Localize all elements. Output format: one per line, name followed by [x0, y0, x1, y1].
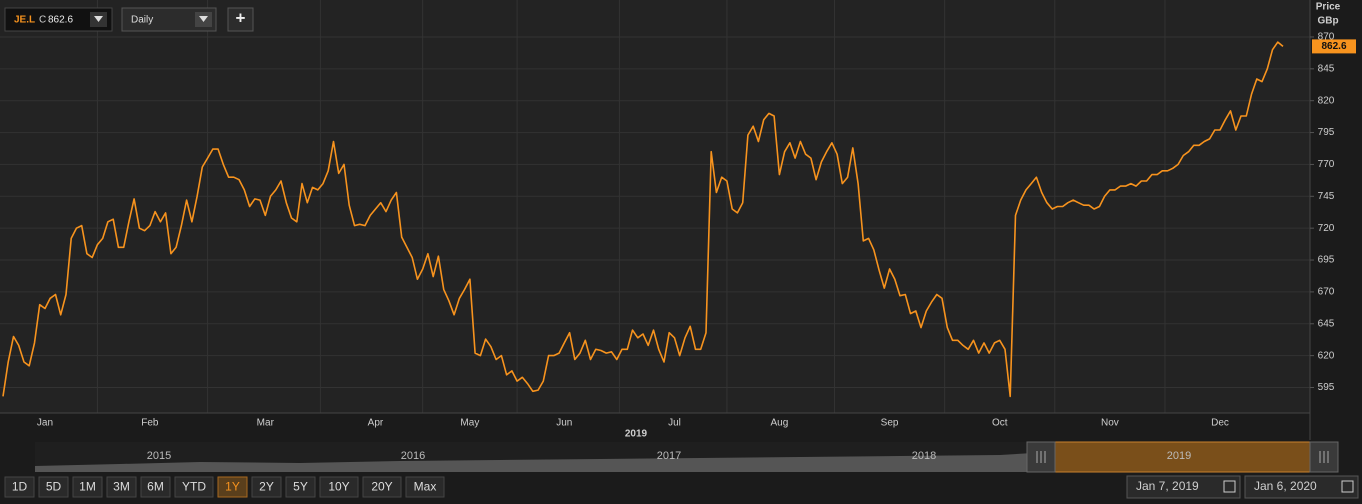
button-label: 10Y — [328, 480, 349, 494]
add-button[interactable]: + — [227, 7, 254, 32]
x-tick-label: Apr — [368, 418, 384, 429]
dropdown-box — [4, 7, 113, 32]
navigator-history — [35, 446, 1323, 472]
button-box — [174, 476, 214, 498]
button-box — [405, 476, 445, 498]
x-tick-label: Jan — [37, 418, 53, 429]
button-label: 5Y — [293, 480, 308, 494]
x-tick-label: Jun — [556, 418, 572, 429]
y-tick-label: 845 — [1318, 63, 1335, 74]
navigator-year: 2016 — [401, 450, 425, 462]
range-button[interactable]: 1Y — [217, 476, 248, 498]
range-button[interactable]: 6M — [140, 476, 171, 498]
close-value: 862.6 — [48, 15, 73, 26]
button-box — [285, 476, 316, 498]
button-label: Max — [414, 480, 437, 494]
range-button[interactable]: 1D — [4, 476, 35, 498]
button-box — [227, 7, 254, 32]
x-tick-label: Jul — [668, 418, 681, 429]
date-from-text: Jan 7, 2019 — [1136, 479, 1199, 493]
y-tick-label: 695 — [1318, 255, 1335, 266]
range-button[interactable]: 20Y — [362, 476, 402, 498]
button-label: 2Y — [259, 480, 274, 494]
range-button[interactable]: YTD — [174, 476, 214, 498]
x-tick-label: Nov — [1101, 418, 1119, 429]
button-label: 6M — [147, 480, 164, 494]
range-button[interactable]: 1M — [72, 476, 103, 498]
button-label: 1Y — [225, 480, 240, 494]
interval: Daily — [131, 15, 153, 26]
y-tick-label: 795 — [1318, 127, 1335, 138]
button-box — [319, 476, 359, 498]
y-tick-label: 770 — [1318, 159, 1335, 170]
x-tick-label: Feb — [141, 418, 159, 429]
x-tick-label: Sep — [881, 418, 899, 429]
last-price-label: 862.6 — [1321, 41, 1346, 52]
navigator-year: 2017 — [657, 450, 681, 462]
navigator-year: 2019 — [1167, 450, 1191, 462]
date-from[interactable]: Jan 7, 2019 — [1126, 475, 1241, 499]
button-label: 3M — [113, 480, 130, 494]
symbol: JE.L — [14, 15, 35, 26]
y-tick-label: 820 — [1318, 95, 1335, 106]
price-label: Price — [1316, 2, 1341, 13]
button-box — [362, 476, 402, 498]
range-button[interactable]: 3M — [106, 476, 137, 498]
y-tick-label: 620 — [1318, 350, 1335, 361]
date-to-text: Jan 6, 2020 — [1254, 479, 1317, 493]
navigator-year: 2015 — [147, 450, 171, 462]
range-button[interactable]: 5D — [38, 476, 69, 498]
currency-label: GBp — [1317, 16, 1338, 27]
dropdown-arrow — [199, 16, 208, 22]
button-label: 20Y — [371, 480, 392, 494]
calendar-icon — [1341, 480, 1354, 493]
close-prefix: C — [39, 15, 46, 26]
button-label: YTD — [182, 480, 206, 494]
dropdown-arrow — [94, 16, 103, 22]
button-label: 1M — [79, 480, 96, 494]
x-tick-label: Mar — [257, 418, 275, 429]
calendar-icon — [1223, 480, 1236, 493]
y-tick-label: 595 — [1318, 382, 1335, 393]
last-price-tag — [1312, 39, 1356, 54]
range-button[interactable]: 10Y — [319, 476, 359, 498]
button-box — [4, 476, 35, 498]
button-box — [140, 476, 171, 498]
x-tick-label: Dec — [1211, 418, 1229, 429]
interval-dropdown[interactable]: Daily — [121, 7, 217, 32]
navigator-window[interactable] — [1026, 441, 1339, 473]
date-to[interactable]: Jan 6, 2020 — [1244, 475, 1359, 499]
navigator-year: 2018 — [912, 450, 936, 462]
button-box — [217, 476, 248, 498]
button-box — [72, 476, 103, 498]
add-icon: + — [236, 8, 246, 27]
button-label: 5D — [46, 480, 62, 494]
date-box — [1126, 475, 1241, 499]
range-button[interactable]: 5Y — [285, 476, 316, 498]
range-button[interactable]: Max — [405, 476, 445, 498]
dropdown-box — [121, 7, 217, 32]
date-box — [1244, 475, 1359, 499]
x-tick-label: Oct — [992, 418, 1008, 429]
button-box — [251, 476, 282, 498]
x-tick-label: May — [460, 418, 479, 429]
year-label: 2019 — [625, 429, 648, 440]
handle-grip — [1036, 451, 1329, 463]
y-tick-label: 720 — [1318, 223, 1335, 234]
y-tick-label: 870 — [1318, 32, 1335, 43]
symbol-dropdown[interactable]: JE.L C 862.6 — [4, 7, 113, 32]
plot-area — [0, 0, 1310, 413]
y-tick-label: 745 — [1318, 191, 1335, 202]
y-tick-label: 670 — [1318, 287, 1335, 298]
button-box — [38, 476, 69, 498]
button-box — [106, 476, 137, 498]
y-tick-label: 645 — [1318, 318, 1335, 329]
price-line — [2, 41, 1284, 398]
range-button[interactable]: 2Y — [251, 476, 282, 498]
button-label: 1D — [12, 480, 28, 494]
x-tick-label: Aug — [770, 418, 788, 429]
